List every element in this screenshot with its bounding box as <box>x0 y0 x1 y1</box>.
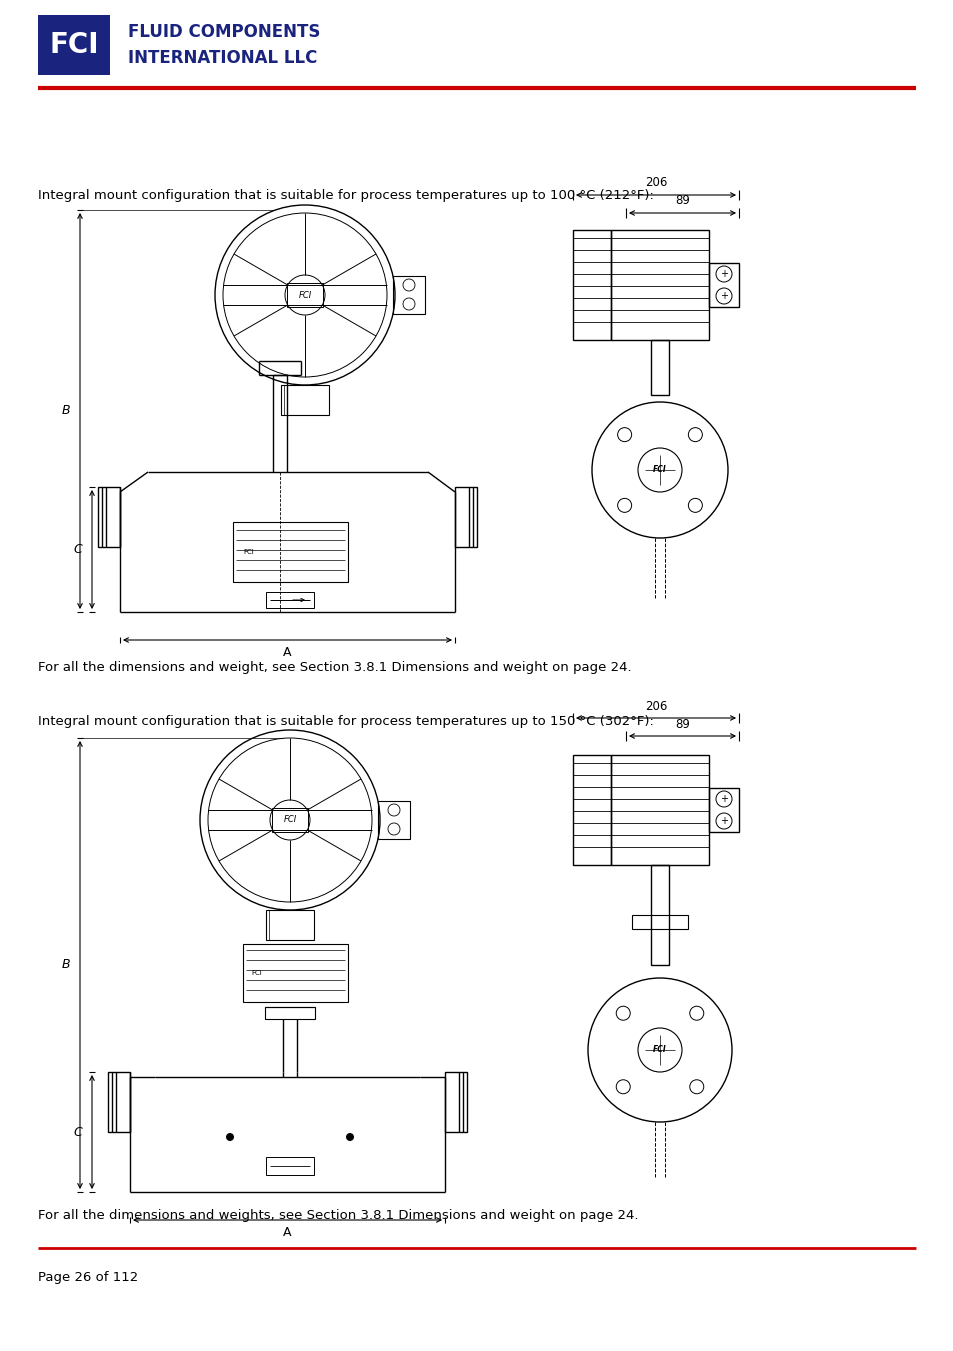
Text: Integral mount configuration that is suitable for process temperatures up to 100: Integral mount configuration that is sui… <box>38 189 653 201</box>
Text: +: + <box>720 290 727 301</box>
Bar <box>272 808 308 832</box>
Bar <box>573 230 610 340</box>
Text: For all the dimensions and weight, see Section 3.8.1 Dimensions and weight on pa: For all the dimensions and weight, see S… <box>38 662 631 674</box>
Text: +: + <box>720 269 727 280</box>
Text: FCI: FCI <box>251 970 261 975</box>
Bar <box>393 276 424 313</box>
Text: INTERNATIONAL LLC: INTERNATIONAL LLC <box>128 49 317 68</box>
Text: A: A <box>283 646 292 658</box>
Text: C: C <box>73 543 82 557</box>
Text: FCI: FCI <box>653 466 666 474</box>
Text: B: B <box>62 958 71 971</box>
Bar <box>650 340 668 394</box>
Text: FLUID COMPONENTS: FLUID COMPONENTS <box>128 23 320 41</box>
Text: +: + <box>720 816 727 825</box>
Text: FCI: FCI <box>653 1046 666 1055</box>
Text: B: B <box>62 404 71 417</box>
Circle shape <box>346 1133 354 1142</box>
Text: FCI: FCI <box>283 816 296 824</box>
Bar <box>573 755 610 865</box>
Bar <box>610 755 708 865</box>
Bar <box>708 788 739 832</box>
Text: Integral mount configuration that is suitable for process temperatures up to 150: Integral mount configuration that is sui… <box>38 716 653 728</box>
Bar <box>266 592 314 608</box>
Bar <box>233 521 348 582</box>
Circle shape <box>226 1133 233 1142</box>
Text: 89: 89 <box>675 717 689 731</box>
Bar <box>108 1071 130 1132</box>
Bar <box>650 865 668 965</box>
Bar <box>377 801 410 839</box>
Text: C: C <box>73 1125 82 1139</box>
Text: +: + <box>720 794 727 804</box>
Text: For all the dimensions and weights, see Section 3.8.1 Dimensions and weight on p: For all the dimensions and weights, see … <box>38 1209 638 1221</box>
Text: FCI: FCI <box>243 549 253 555</box>
Bar <box>287 282 323 307</box>
Bar <box>243 944 348 1002</box>
Text: FCI: FCI <box>50 31 99 59</box>
Bar <box>444 1071 467 1132</box>
Bar <box>631 915 687 929</box>
Text: Page 26 of 112: Page 26 of 112 <box>38 1271 138 1285</box>
FancyBboxPatch shape <box>38 15 110 76</box>
Bar <box>610 230 708 340</box>
Bar <box>266 1156 314 1175</box>
Text: A: A <box>283 1225 292 1239</box>
Bar <box>98 486 120 547</box>
Bar <box>281 385 329 415</box>
Text: 206: 206 <box>644 700 666 712</box>
Bar <box>708 263 739 307</box>
Text: FCI: FCI <box>298 290 312 300</box>
Bar <box>455 486 476 547</box>
Text: 89: 89 <box>675 195 689 208</box>
Text: 206: 206 <box>644 177 666 189</box>
Bar <box>265 1006 314 1019</box>
Bar <box>266 911 314 940</box>
